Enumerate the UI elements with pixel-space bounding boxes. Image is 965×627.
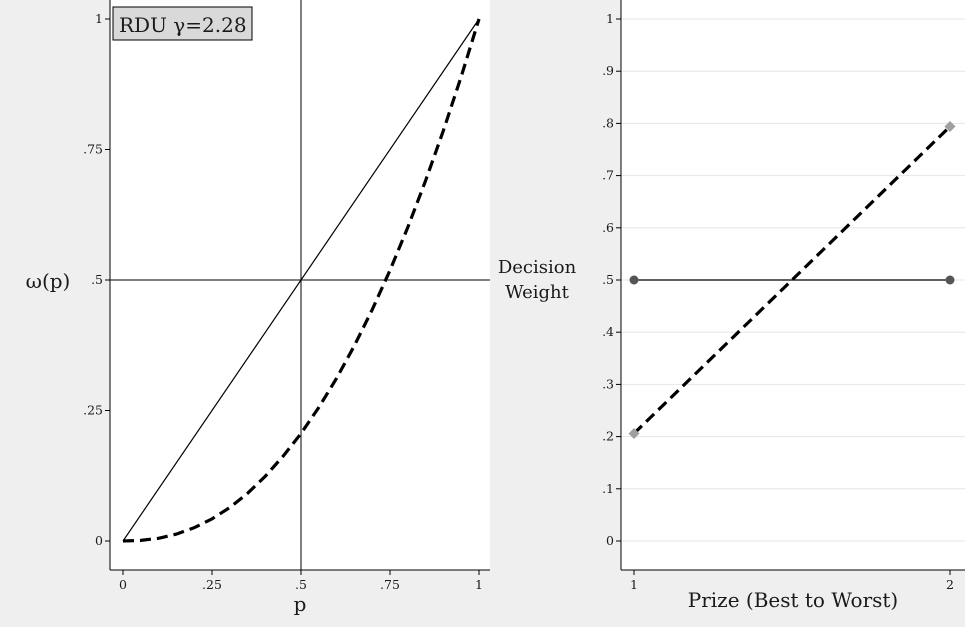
circle-marker	[629, 275, 639, 285]
left-axes: 0 .25 .5 .75 1 0 .25 .5 .75 1	[83, 0, 490, 592]
right-plot-area	[621, 0, 965, 570]
left-y-tick-label: 1	[95, 11, 103, 26]
left-x-tick-label: 1	[475, 577, 483, 592]
identity-line	[122, 18, 480, 542]
right-y-axis-label-line1: Decision	[498, 257, 577, 278]
left-series-group	[122, 18, 481, 543]
right-y-tick-label: .8	[602, 115, 614, 130]
left-y-tick-label: 0	[95, 533, 103, 548]
right-y-tick-label: .1	[602, 481, 614, 496]
right-x-tick-label: 1	[630, 577, 638, 592]
left-y-tick-label: .5	[91, 272, 103, 287]
right-series-group	[628, 121, 956, 439]
left-x-tick-label: .5	[295, 577, 307, 592]
right-y-tick-label: .7	[602, 168, 614, 183]
left-y-axis-label: ω(p)	[26, 269, 71, 293]
right-axes: 0 .1 .2 .3 .4 .5 .6 .7 .8 .9 1 1 2	[602, 0, 965, 592]
right-y-tick-label: .3	[602, 376, 614, 391]
right-x-tick-label: 2	[946, 577, 954, 592]
right-y-tick-label: .4	[602, 324, 614, 339]
rdu-annotation-box: RDU γ=2.28	[112, 6, 253, 41]
right-x-axis-label: Prize (Best to Worst)	[688, 588, 898, 612]
right-y-tick-label: 0	[606, 533, 614, 548]
rdu-annotation-text: RDU γ=2.28	[119, 13, 247, 37]
left-y-tick-label: .25	[83, 403, 103, 418]
right-y-axis-label-line2: Weight	[505, 282, 570, 303]
left-x-axis-label: p	[294, 592, 307, 616]
right-y-tick-label: .9	[602, 63, 614, 78]
left-x-tick-label: .75	[380, 577, 400, 592]
left-y-tick-label: .75	[83, 142, 103, 157]
left-x-tick-label: 0	[119, 577, 127, 592]
right-y-tick-label: 1	[606, 11, 614, 26]
rdu-weight-line	[632, 125, 952, 435]
circle-marker	[945, 275, 955, 285]
weighting-function-line	[122, 18, 481, 543]
right-gridlines	[621, 18, 965, 542]
left-reference-lines	[110, 0, 490, 570]
right-y-tick-label: .2	[602, 429, 614, 444]
diamond-marker	[944, 121, 956, 133]
right-y-tick-label: .5	[602, 272, 614, 287]
left-x-tick-label: .25	[202, 577, 222, 592]
diamond-marker	[628, 427, 640, 439]
right-y-tick-label: .6	[602, 220, 614, 235]
rdu-annotation-box-bg	[112, 6, 253, 41]
